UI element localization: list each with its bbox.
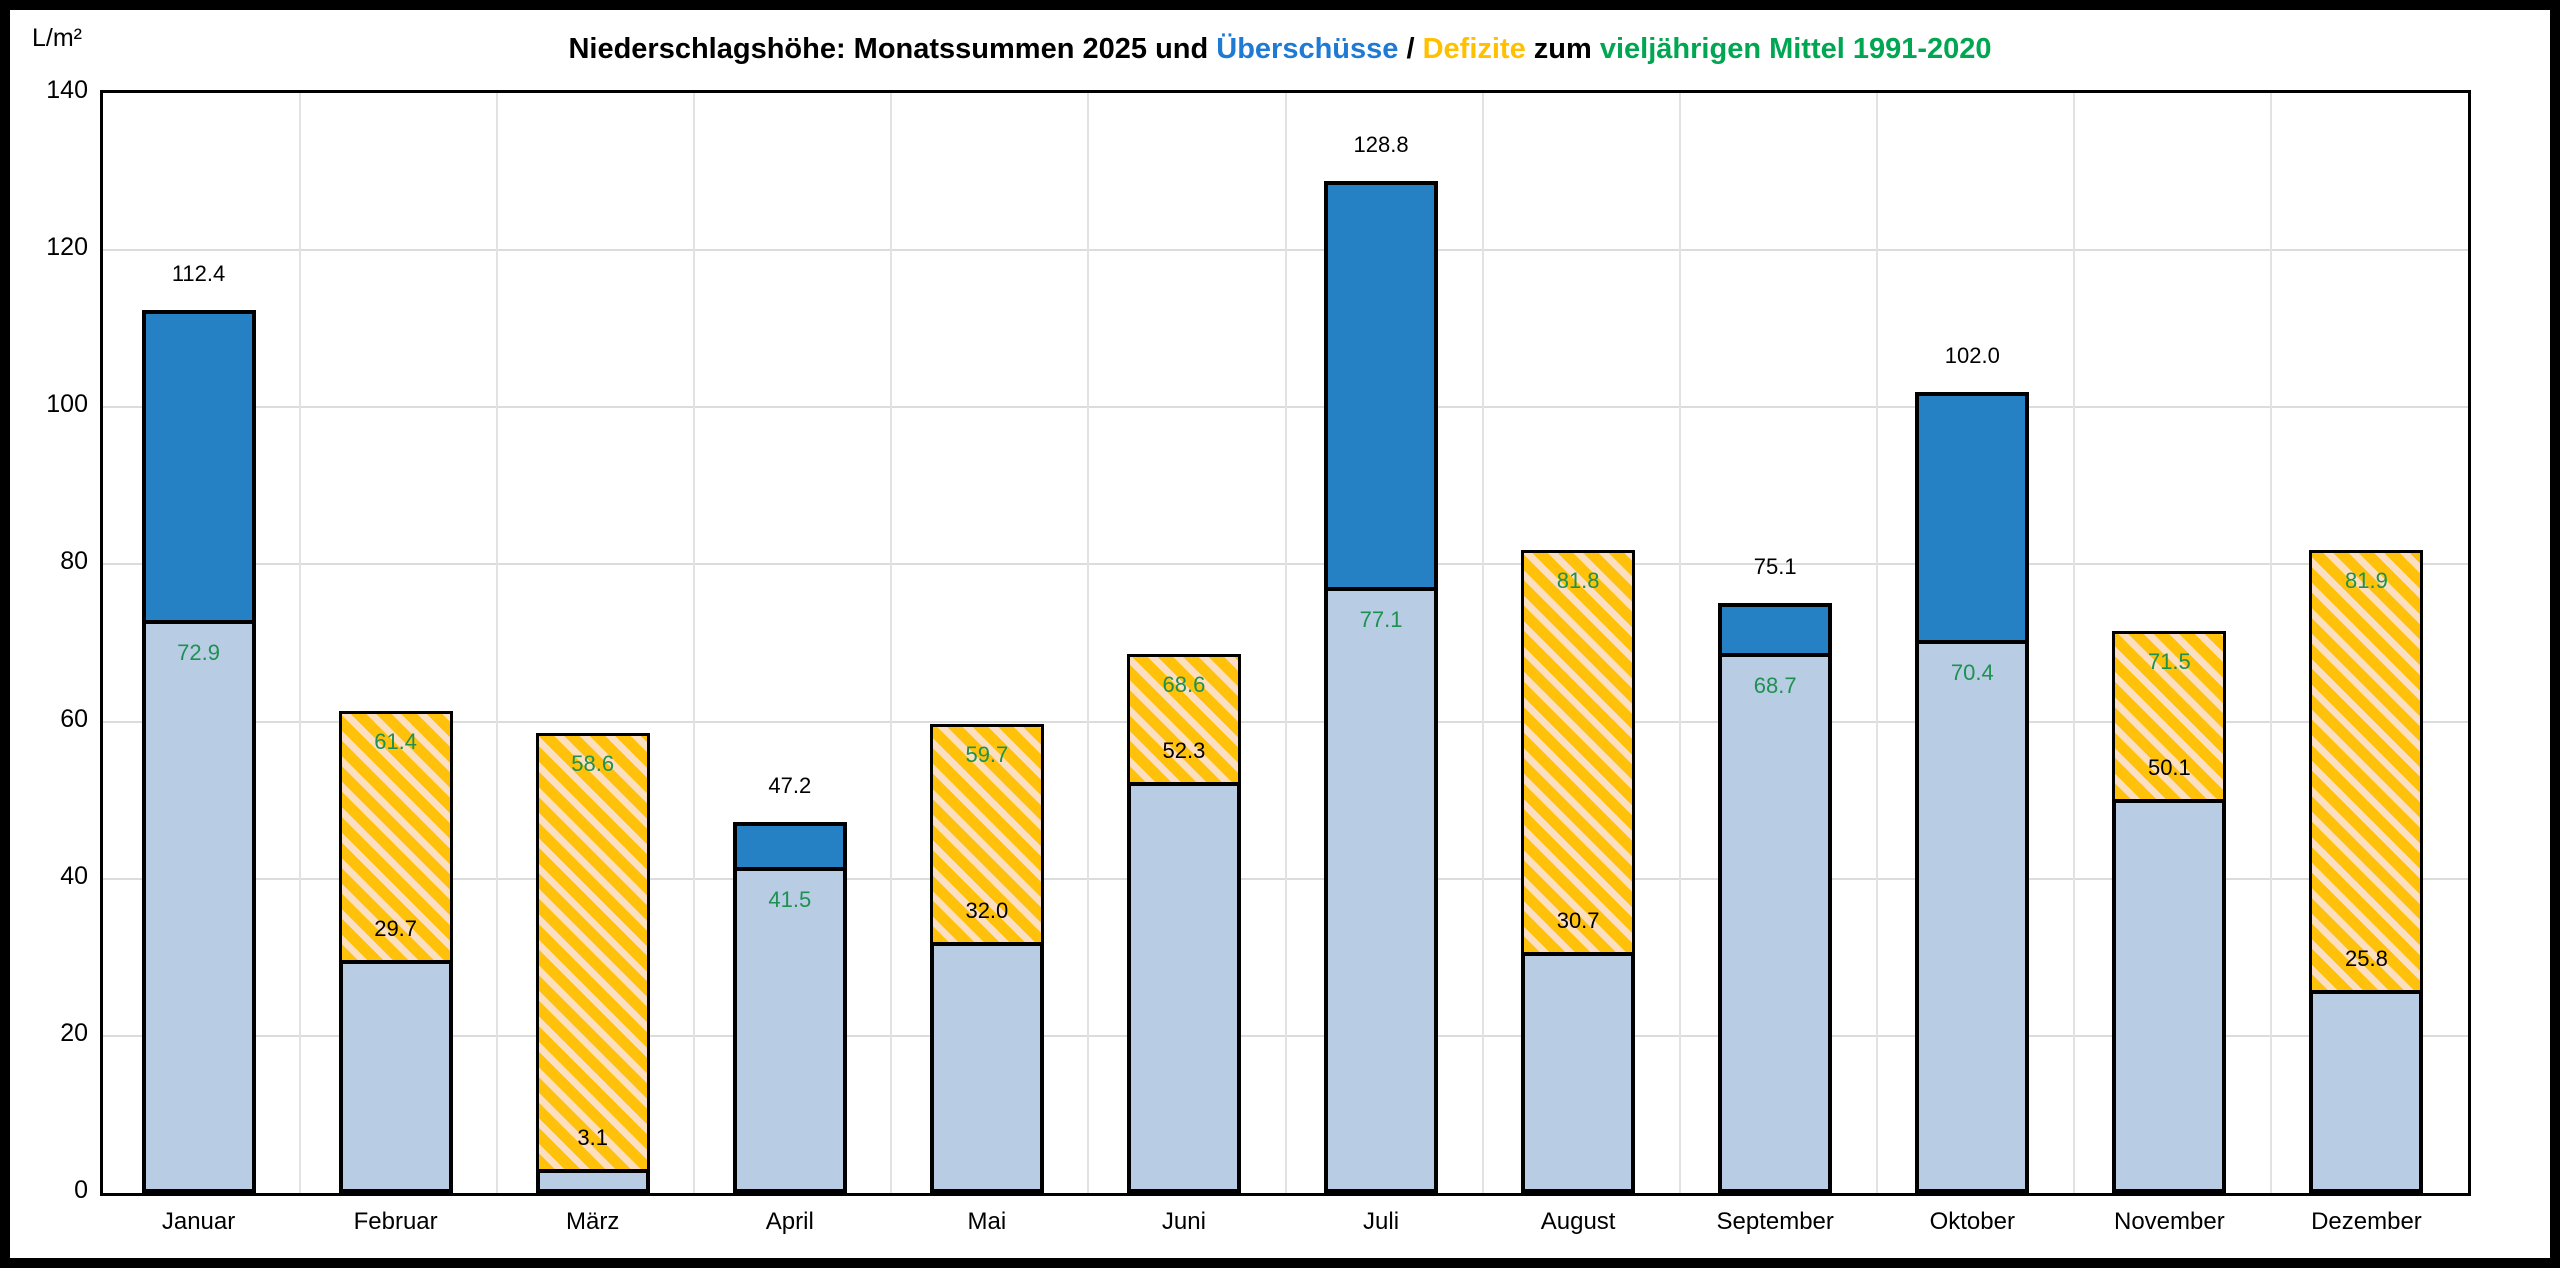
y-tick-label: 80 (60, 547, 88, 576)
chart-title-segment: Defizite (1422, 33, 1526, 66)
bar-segment-2025-sum (536, 1168, 650, 1193)
x-category-label: Februar (353, 1208, 438, 1235)
bar-segment-2025-sum (2309, 990, 2423, 1193)
x-category-label: Juni (1161, 1208, 1206, 1235)
y-tick-label: 0 (74, 1176, 88, 1204)
bar-mean-label: 70.4 (1950, 659, 1994, 685)
x-category-label: Januar (161, 1208, 236, 1235)
bar-total-label: 3.1 (577, 1124, 608, 1150)
x-category-label: April (765, 1208, 814, 1235)
gridline-v (496, 93, 499, 1193)
bar-total-label: 75.1 (1753, 553, 1797, 579)
x-category-label: Mai (967, 1208, 1007, 1235)
bar-segment-2025-sum (2112, 799, 2226, 1193)
chart-title: Niederschlagshöhe: Monatssummen 2025 und… (0, 33, 2560, 66)
gridline-v (890, 93, 893, 1193)
bar-segment-surplus (1915, 391, 2029, 640)
x-category-label: Juli (1363, 1208, 1400, 1235)
gridline-v (2269, 93, 2272, 1193)
gridline-v (299, 93, 302, 1193)
x-category-label: September (1716, 1208, 1834, 1235)
bar-segment-2025-sum (142, 620, 256, 1193)
bar-segment-deficit (2309, 549, 2423, 991)
bar-mean-label: 72.9 (177, 640, 220, 666)
bar-segment-2025-sum (1521, 951, 1635, 1193)
bar-total-label: 102.0 (1944, 342, 2000, 368)
bar-segment-deficit (339, 710, 453, 960)
bar-total-label: 30.7 (1556, 907, 1600, 933)
plot-area (100, 90, 2471, 1196)
bar-total-label: 50.1 (2147, 755, 2191, 781)
bar-mean-label: 81.9 (2345, 567, 2388, 593)
gridline-v (1087, 93, 1090, 1193)
y-tick-label: 100 (46, 390, 88, 419)
bar-segment-2025-sum (930, 941, 1044, 1193)
bar-total-label: 128.8 (1353, 132, 1409, 157)
gridline-v (693, 93, 696, 1193)
bar-total-label: 32.0 (965, 897, 1009, 923)
bar-segment-2025-sum (733, 866, 847, 1193)
bar-segment-deficit (1127, 654, 1241, 783)
bar-mean-label: 68.6 (1162, 672, 1206, 697)
chart-title-segment: / (1398, 33, 1423, 66)
x-category-label: Dezember (2311, 1208, 2422, 1235)
x-category-label: Oktober (1929, 1208, 2015, 1235)
bar-total-label: 29.7 (374, 915, 418, 941)
bar-mean-label: 58.6 (571, 750, 615, 776)
bar-mean-label: 59.7 (965, 741, 1009, 767)
chart-title-segment: Überschüsse (1216, 33, 1399, 66)
y-tick-label: 140 (46, 76, 88, 104)
gridline-v (1875, 93, 1878, 1193)
bar-segment-deficit (536, 732, 650, 1169)
bar-mean-label: 41.5 (768, 886, 812, 912)
bar-total-label: 112.4 (171, 260, 226, 286)
bar-segment-2025-sum (339, 959, 453, 1193)
gridline-v (2072, 93, 2075, 1193)
chart-title-segment: zum (1525, 33, 1600, 66)
bar-segment-surplus (733, 822, 847, 867)
chart-title-segment: Niederschlagshöhe: Monatssummen 2025 und (568, 33, 1217, 66)
chart-title-segment: vieljährigen Mittel 1991-2020 (1599, 33, 1992, 66)
bar-segment-deficit (1521, 550, 1635, 952)
bar-mean-label: 61.4 (374, 728, 418, 754)
bar-segment-2025-sum (1324, 587, 1438, 1193)
y-tick-label: 60 (60, 704, 88, 733)
y-axis-unit-label: L/m² (32, 24, 82, 52)
bar-total-label: 52.3 (1162, 738, 1206, 764)
gridline-v (1481, 93, 1484, 1193)
x-category-label: November (2114, 1208, 2225, 1235)
x-category-label: März (566, 1208, 620, 1235)
gridline-v (1678, 93, 1681, 1193)
bar-segment-surplus (142, 309, 256, 621)
bar-segment-2025-sum (1718, 653, 1832, 1193)
bar-segment-2025-sum (1127, 782, 1241, 1193)
gridline-v (1284, 93, 1287, 1193)
bar-segment-deficit (930, 723, 1044, 942)
bar-mean-label: 68.7 (1753, 673, 1797, 699)
y-tick-label: 120 (46, 233, 88, 262)
y-tick-label: 40 (60, 861, 88, 890)
bar-mean-label: 71.5 (2147, 649, 2191, 675)
bar-segment-surplus (1718, 602, 1832, 654)
bar-total-label: 47.2 (768, 773, 812, 799)
bar-total-label: 25.8 (2345, 946, 2388, 972)
bar-segment-deficit (2112, 631, 2226, 800)
bar-mean-label: 81.8 (1556, 568, 1600, 594)
bar-segment-surplus (1324, 181, 1438, 588)
bar-segment-2025-sum (1915, 639, 2029, 1193)
x-category-label: August (1540, 1208, 1616, 1235)
y-tick-label: 20 (60, 1018, 88, 1047)
bar-mean-label: 77.1 (1359, 607, 1403, 633)
